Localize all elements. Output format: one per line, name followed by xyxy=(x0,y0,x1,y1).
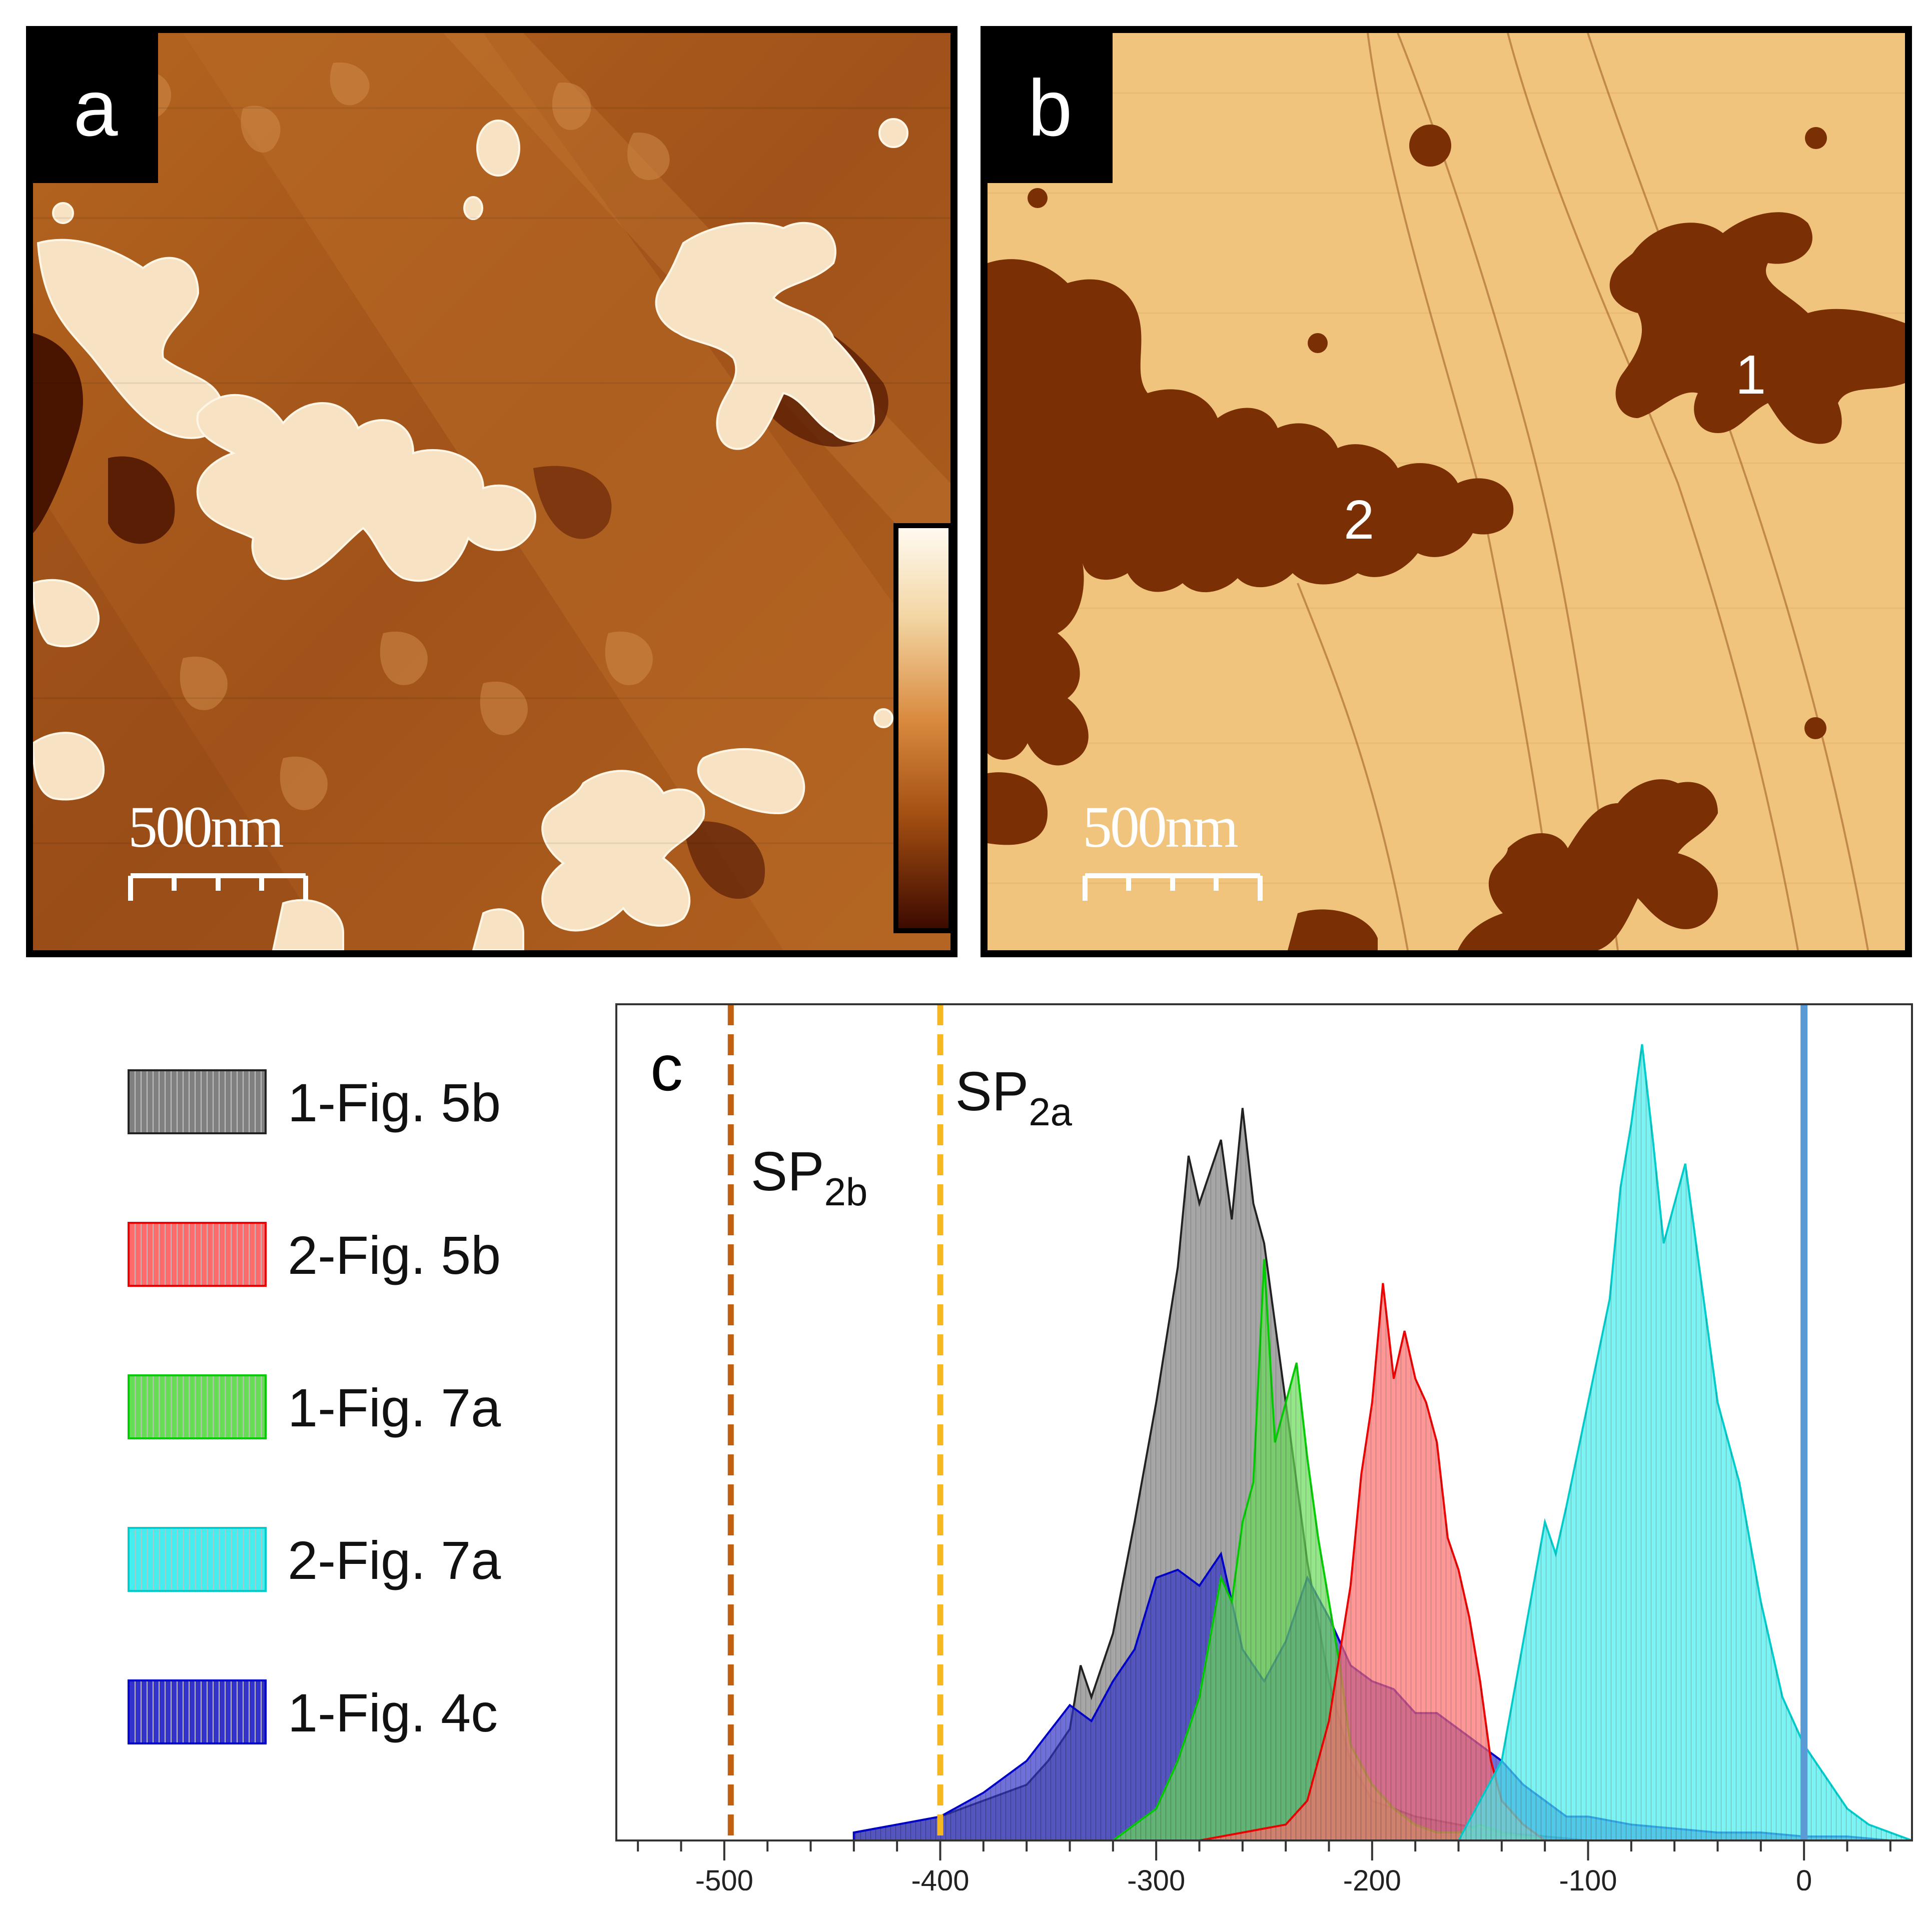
scale-bar-ruler xyxy=(1083,873,1263,901)
legend-swatch xyxy=(128,1679,267,1744)
legend-item: 2-Fig. 7a xyxy=(128,1523,578,1593)
x-tick-label: -100 xyxy=(1559,1864,1617,1890)
series-hatch xyxy=(1199,1283,1545,1840)
x-axis: -500 -400 -300 -200 -100 0 xyxy=(637,1840,1891,1890)
legend-swatch xyxy=(128,1374,267,1439)
legend-swatch xyxy=(128,1069,267,1134)
series-layer xyxy=(852,1044,1912,1841)
x-tick-label: -200 xyxy=(1343,1864,1401,1890)
legend-item: 1-Fig. 5b xyxy=(128,1065,578,1135)
series-hatch xyxy=(853,1108,1588,1840)
chart-legend: 1-Fig. 5b 2-Fig. 5b 1-Fig. 7a 2-Fig. 7a 1-Fi… xyxy=(128,1065,578,1775)
plot-frame xyxy=(615,1003,1913,1841)
legend-swatch xyxy=(128,1222,267,1287)
region-label-1: 1 xyxy=(1735,344,1766,406)
panel-label-c: c xyxy=(650,1031,683,1104)
afm-image-b: b 1 2 500nm xyxy=(981,26,1912,957)
color-scale-bar xyxy=(893,523,950,933)
legend-label: 1-Fig. 5b xyxy=(288,1072,501,1133)
series-hatch xyxy=(1458,1044,1912,1840)
legend-swatch xyxy=(128,1527,267,1592)
chart-canvas: SP2b SP2a -500 -400 -300 -200 -100 0 c xyxy=(615,1003,1913,1890)
afm-topography-image xyxy=(33,33,950,950)
surface-potential-image xyxy=(988,33,1905,950)
scale-bar-label: 500nm xyxy=(128,794,284,860)
legend-label: 2-Fig. 7a xyxy=(288,1530,501,1590)
x-tick-label: -300 xyxy=(1127,1864,1185,1890)
scale-bar-label: 500nm xyxy=(1083,794,1239,860)
series-hatch xyxy=(1113,1259,1545,1840)
legend-label: 1-Fig. 4c xyxy=(288,1682,498,1743)
legend-label: 1-Fig. 7a xyxy=(288,1377,501,1438)
legend-item: 1-Fig. 4c xyxy=(128,1675,578,1745)
scale-bar-ruler xyxy=(128,873,308,901)
x-tick-label: 0 xyxy=(1796,1864,1812,1890)
panel-label-b: b xyxy=(988,33,1113,183)
panel-label-a: a xyxy=(33,33,158,183)
legend-item: 2-Fig. 5b xyxy=(128,1218,578,1288)
x-tick-label: -500 xyxy=(695,1864,753,1890)
x-tick-label: -400 xyxy=(911,1864,969,1890)
region-label-2: 2 xyxy=(1344,489,1375,551)
series-2-fig-7a xyxy=(1457,1044,1912,1841)
scale-bar: 500nm xyxy=(1083,793,1268,903)
scale-bar: 500nm xyxy=(128,793,313,903)
afm-image-a: a 500nm xyxy=(26,26,957,957)
histogram-chart-c: SP2b SP2a -500 -400 -300 -200 -100 0 c xyxy=(615,1000,1916,1890)
legend-label: 2-Fig. 5b xyxy=(288,1225,501,1285)
legend-item: 1-Fig. 7a xyxy=(128,1370,578,1440)
reference-line-label: SP2a xyxy=(955,1061,1073,1134)
reference-line-label: SP2b xyxy=(751,1141,868,1214)
